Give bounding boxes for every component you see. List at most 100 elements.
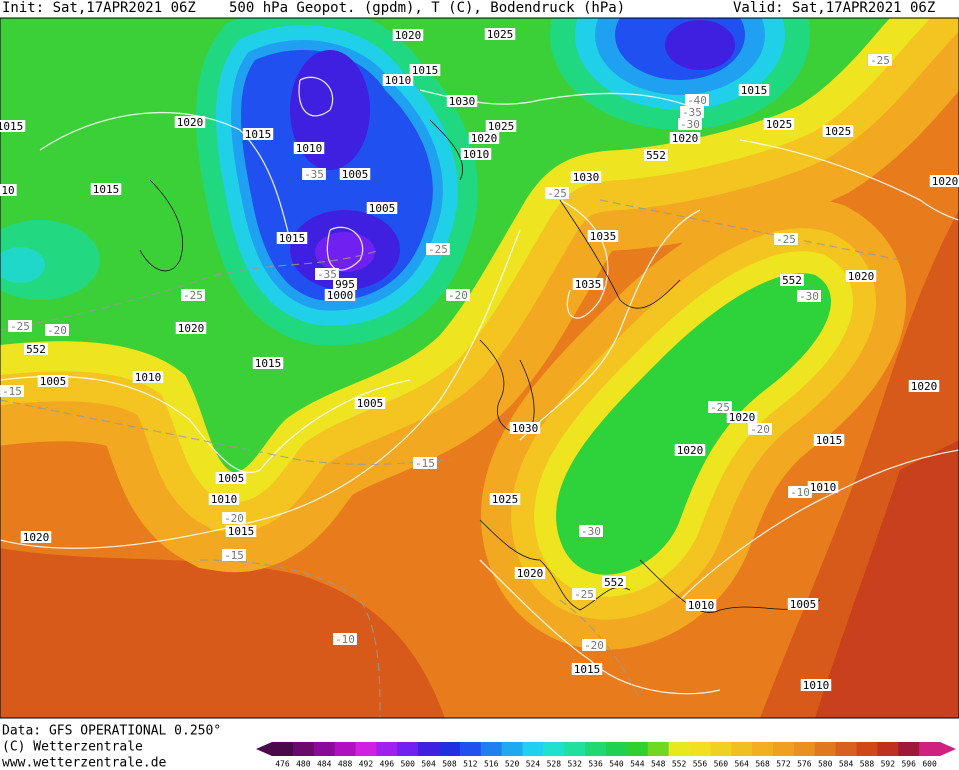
label-box: [293, 142, 325, 154]
map-label: -25: [183, 289, 203, 302]
label-box: [333, 633, 357, 645]
colorbar-cell: [689, 742, 711, 756]
colorbar-label: 552: [672, 760, 687, 769]
label-box: [485, 120, 517, 132]
label-box: [174, 116, 206, 128]
map-label: 1020: [729, 411, 756, 424]
colorbar-label: 492: [359, 760, 374, 769]
colorbar-cell: [439, 742, 461, 756]
label-box: [20, 531, 52, 543]
colorbar-label: 548: [651, 760, 666, 769]
map-label: 1015: [0, 120, 23, 133]
map-label: 1005: [342, 168, 369, 181]
colorbar-cell: [376, 742, 398, 756]
colorbar-cell: [522, 742, 544, 756]
map-label: -25: [870, 54, 890, 67]
map-label: 552: [26, 343, 46, 356]
label-box: [582, 639, 606, 651]
map-label: 1015: [412, 64, 439, 77]
label-box: [208, 493, 240, 505]
colorbar-cell: [856, 742, 878, 756]
map-label: 1010: [385, 74, 412, 87]
colorbar-cell: [334, 742, 356, 756]
label-box: [787, 598, 819, 610]
map-label: 1020: [471, 132, 498, 145]
map-label: 1015: [741, 84, 768, 97]
map-label: -20: [448, 289, 468, 302]
label-box: [354, 397, 386, 409]
map-label: 552: [782, 274, 802, 287]
label-box: [674, 444, 706, 456]
map-label: 1015: [574, 663, 601, 676]
map-label: 1015: [255, 357, 282, 370]
map-label: -20: [47, 324, 67, 337]
label-box: [302, 168, 326, 180]
label-box: [276, 232, 308, 244]
colorbar-cell: [626, 742, 649, 756]
label-box: [315, 268, 339, 280]
map-label: 1035: [590, 230, 617, 243]
colorbar-label: 588: [860, 760, 875, 769]
label-box: [181, 289, 205, 301]
map-label: 1025: [488, 120, 515, 133]
colorbar-cell: [877, 742, 899, 756]
map-label: 1020: [672, 132, 699, 145]
map-label: 1015: [816, 434, 843, 447]
label-box: [90, 183, 122, 195]
label-box: [579, 525, 603, 537]
label-box: [678, 118, 702, 130]
map-label: -15: [415, 457, 435, 470]
map-label: -35: [682, 106, 702, 119]
map-label: 1015: [228, 525, 255, 538]
colorbar-label: 524: [526, 760, 541, 769]
colorbar-label: 536: [588, 760, 603, 769]
map-label: 1030: [512, 422, 539, 435]
colorbar-cell: [355, 742, 377, 756]
map-label: -25: [710, 401, 730, 414]
colorbar-cell: [835, 742, 857, 756]
map-label: -30: [680, 118, 700, 131]
label-box: [333, 278, 357, 290]
colorbar-label: 540: [609, 760, 624, 769]
map-label: 1025: [825, 125, 852, 138]
map-label: 1015: [245, 128, 272, 141]
colorbar-label: 496: [380, 760, 395, 769]
map-label: 1035: [575, 278, 602, 291]
colorbar-cell: [752, 742, 774, 756]
map-label: 1010: [463, 148, 490, 161]
label-box: [366, 202, 398, 214]
map-label: 1030: [573, 171, 600, 184]
label-box: [0, 385, 24, 397]
colorbar-label: 480: [296, 760, 311, 769]
label-box: [644, 149, 668, 161]
colorbar: 476 480 484 488 492 496 500 504 508 512 516 520 524 5…: [256, 742, 956, 769]
map-label: 1000: [327, 289, 354, 302]
label-box: [680, 106, 704, 118]
label-box: [252, 357, 284, 369]
map-label: 1020: [848, 270, 875, 283]
label-box: [132, 371, 164, 383]
coastlines: [139, 119, 821, 613]
label-box: [602, 576, 626, 588]
colorbar-cell: [313, 742, 336, 756]
colorbar-arrow-left: [256, 742, 272, 756]
map-label: 1015: [279, 232, 306, 245]
valid-time: Valid: Sat,17APR2021 06Z: [733, 0, 935, 16]
colorbar-label: 528: [547, 760, 562, 769]
label-box: [868, 54, 892, 66]
colorbar-label: 476: [275, 760, 290, 769]
label-box: [774, 233, 798, 245]
map-label: 552: [604, 576, 624, 589]
colorbar-cell: [814, 742, 837, 756]
map-label: 1010: [211, 493, 238, 506]
label-box: [572, 278, 604, 290]
label-box: [545, 187, 569, 199]
colorbar-cell: [668, 742, 690, 756]
map-label: 1020: [178, 322, 205, 335]
map-label: 1025: [766, 118, 793, 131]
colorbar-label: 504: [421, 760, 436, 769]
colorbar-label: 564: [734, 760, 749, 769]
label-box: [748, 423, 772, 435]
label-box: [788, 486, 812, 498]
